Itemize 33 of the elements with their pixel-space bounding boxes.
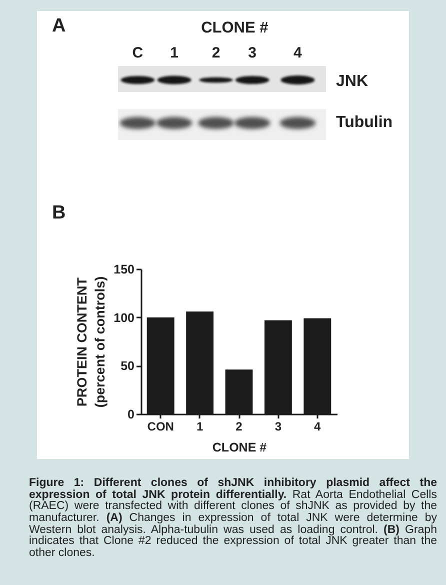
x-tick-label: 3 xyxy=(274,420,282,434)
y-axis-title: PROTEIN CONTENT (percent of controls) xyxy=(74,276,108,408)
text: (A) xyxy=(106,512,122,524)
text: Graph xyxy=(405,524,437,536)
x-axis-title: CLONE # xyxy=(212,440,266,454)
text: C xyxy=(132,44,144,62)
text: 4 xyxy=(294,44,302,62)
y-tick-label: 100 xyxy=(113,310,134,325)
text: 2 xyxy=(212,44,220,62)
x-tick-label: 2 xyxy=(235,420,242,434)
text: manufacturer. xyxy=(29,512,100,524)
text: Changes in expression of total JNK were determine by xyxy=(129,512,437,524)
text: A xyxy=(52,16,66,36)
x-tick-label: 1 xyxy=(196,420,204,434)
text: 1 xyxy=(170,44,178,62)
text: other clones. xyxy=(29,547,95,560)
text: Tubulin xyxy=(336,114,393,131)
text: indicates that Clone #2 reduced the expression of total JNK greater than the xyxy=(29,535,437,548)
y-tick-label: 150 xyxy=(113,262,134,276)
y-tick-label: 0 xyxy=(127,408,134,422)
text: (B) xyxy=(384,524,400,536)
text: 3 xyxy=(248,44,256,62)
text: CLONE # xyxy=(201,18,268,36)
text: (RAEC) were transfected with different clones of shJNK as provided by the xyxy=(29,500,437,512)
x-tick-label: CON xyxy=(146,420,174,434)
text: JNK xyxy=(336,73,368,90)
text: Western blot analysis. Alpha-tubulin was used as loading control. xyxy=(29,524,378,536)
caption: Figure 1: Different clones of shJNK inhibitory plasmid affect the xyxy=(29,477,437,489)
chart-title: B xyxy=(52,202,66,224)
text: expression of total JNK protein differentially. xyxy=(29,488,287,501)
x-tick-label: 4 xyxy=(314,420,321,434)
y-tick-label: 50 xyxy=(120,359,134,374)
text: Rat Aorta Endothelial Cells xyxy=(292,488,437,501)
